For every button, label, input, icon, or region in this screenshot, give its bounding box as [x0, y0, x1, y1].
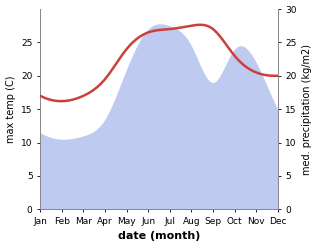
- Y-axis label: max temp (C): max temp (C): [5, 75, 16, 143]
- X-axis label: date (month): date (month): [118, 231, 200, 242]
- Y-axis label: med. precipitation (kg/m2): med. precipitation (kg/m2): [302, 44, 313, 175]
